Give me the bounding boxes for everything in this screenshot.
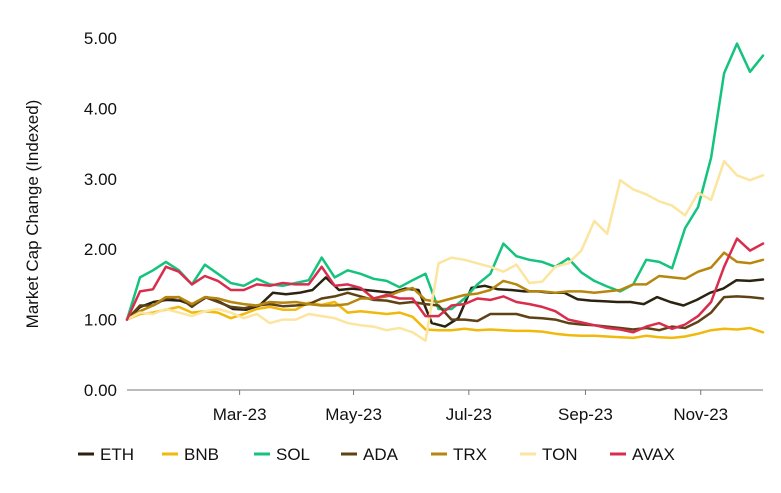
legend: ETH BNB SOL ADA TRX TON AVAX [78,445,675,464]
series-line-trx [125,251,765,321]
y-axis-ticks: 0.00 1.00 2.00 3.00 4.00 5.00 [84,29,117,400]
y-tick-label: 0.00 [84,381,117,400]
series-line-sol [125,42,765,321]
legend-label-avax: AVAX [632,445,675,464]
y-tick-label: 2.00 [84,240,117,259]
series-line-bnb [125,300,765,340]
series-lines [125,42,765,342]
legend-label-eth: ETH [100,445,134,464]
y-tick-label: 5.00 [84,29,117,48]
x-tick-label: Jul-23 [446,405,492,424]
legend-label-ada: ADA [363,445,399,464]
y-tick-label: 3.00 [84,170,117,189]
series-line-ton [125,159,765,342]
x-tick-label: Nov-23 [673,405,728,424]
x-axis-ticks: Mar-23 May-23 Jul-23 Sep-23 Nov-23 [213,390,728,424]
series-line-avax [125,237,765,334]
x-tick-label: Mar-23 [213,405,267,424]
legend-label-bnb: BNB [184,445,219,464]
y-tick-label: 1.00 [84,311,117,330]
series-line-ada [125,291,765,332]
series-line-eth [125,276,765,328]
x-tick-label: Sep-23 [558,405,613,424]
y-axis-label: Market Cap Change (Indexed) [23,100,42,329]
legend-label-trx: TRX [453,445,487,464]
legend-label-sol: SOL [276,445,310,464]
y-tick-label: 4.00 [84,99,117,118]
legend-label-ton: TON [542,445,578,464]
x-tick-label: May-23 [325,405,382,424]
